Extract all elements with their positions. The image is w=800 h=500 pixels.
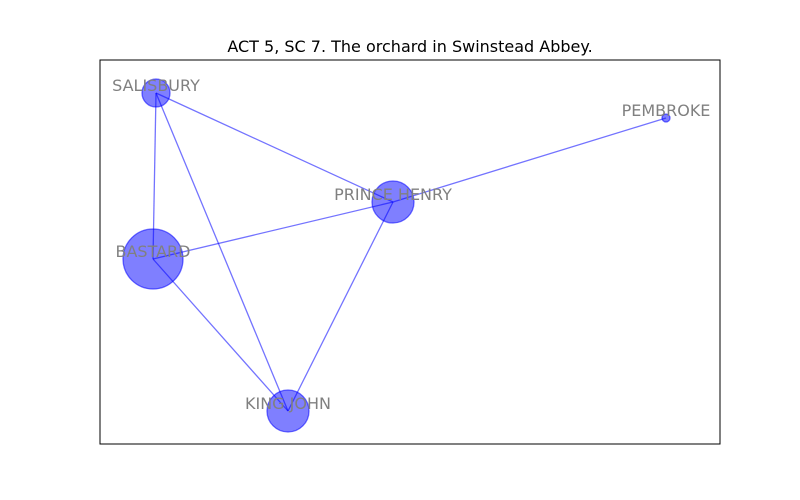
node-label-salisbury: SALISBURY: [112, 76, 200, 95]
edge-prince-henry-king-john: [287, 201, 394, 412]
edge-bastard-king-john: [152, 258, 289, 412]
edge-prince-henry-pembroke: [392, 117, 667, 203]
node-label-bastard: BASTARD: [116, 242, 191, 261]
node-prince-henry: [371, 180, 415, 224]
node-label-prince-henry: PRINCE HENRY: [334, 185, 452, 204]
plot-frame: [99, 59, 721, 445]
label-layer: SALISBURY PEMBROKE PRINCE HENRY BASTARD KING…: [112, 76, 710, 413]
node-label-pembroke: PEMBROKE: [622, 101, 711, 120]
edge-bastard-prince-henry: [152, 201, 394, 260]
node-layer: [122, 78, 671, 433]
edge-salisbury-king-john: [155, 92, 289, 412]
edge-layer: [152, 92, 667, 412]
node-salisbury: [141, 78, 171, 108]
node-bastard: [122, 228, 184, 290]
node-king-john: [266, 389, 310, 433]
edge-salisbury-prince-henry: [155, 92, 394, 203]
node-pembroke: [661, 113, 671, 123]
node-label-king-john: KING JOHN: [245, 394, 331, 413]
figure-title: ACT 5, SC 7. The orchard in Swinstead Ab…: [227, 37, 592, 56]
